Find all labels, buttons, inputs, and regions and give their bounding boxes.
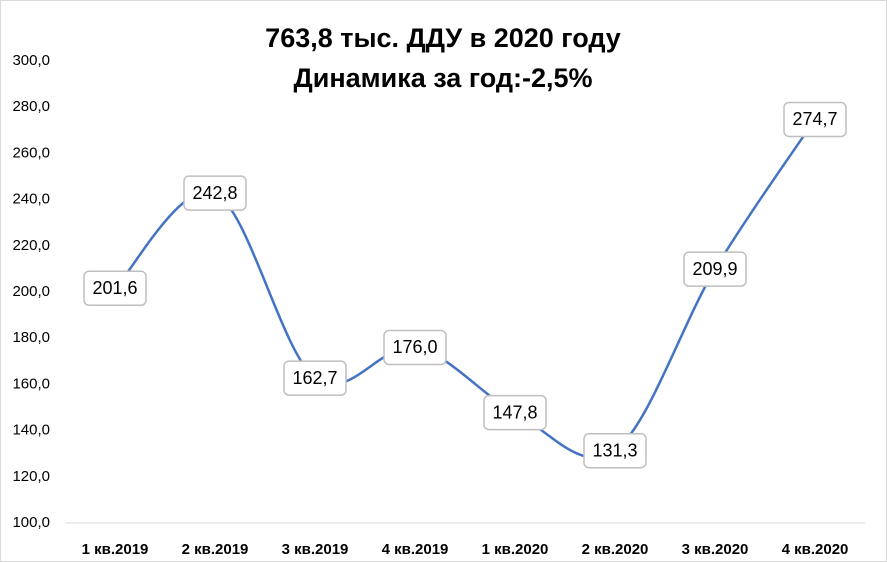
x-tick-label: 3 кв.2019 — [282, 541, 349, 558]
y-tick-label: 180,0 — [12, 329, 50, 346]
value-label-box — [683, 251, 747, 287]
y-tick-label: 160,0 — [12, 375, 50, 392]
x-tick-label: 1 кв.2020 — [482, 541, 549, 558]
y-tick-label: 280,0 — [12, 98, 50, 115]
y-tick-label: 120,0 — [12, 468, 50, 485]
value-label: 209,9 — [692, 259, 737, 279]
value-label: 274,7 — [792, 109, 837, 129]
x-tick-label: 3 кв.2020 — [682, 541, 749, 558]
y-tick-label: 100,0 — [12, 514, 50, 531]
y-tick-label: 300,0 — [12, 52, 50, 69]
x-tick-label: 4 кв.2019 — [382, 541, 449, 558]
y-tick-label: 240,0 — [12, 191, 50, 208]
value-label-box — [783, 101, 847, 138]
value-label-box — [583, 432, 647, 469]
x-tick-label: 4 кв.2020 — [782, 541, 849, 558]
x-tick-label: 1 кв.2019 — [82, 541, 149, 558]
x-tick-label: 2 кв.2020 — [582, 541, 649, 558]
chart-subtitle: Динамика за год:-2,5% — [293, 63, 592, 93]
y-tick-label: 200,0 — [12, 283, 50, 300]
value-label: 201,6 — [92, 278, 137, 298]
value-label-box — [383, 329, 447, 366]
chart-title: 763,8 тыс. ДДУ в 2020 году — [265, 23, 621, 53]
value-label: 176,0 — [392, 337, 437, 357]
value-label: 147,8 — [492, 402, 537, 422]
x-tick-label: 2 кв.2019 — [182, 541, 249, 558]
value-label-box — [483, 394, 547, 431]
y-tick-label: 220,0 — [12, 237, 50, 254]
value-label: 162,7 — [292, 368, 337, 388]
value-label-box — [83, 270, 147, 307]
value-label: 131,3 — [592, 440, 637, 460]
value-label: 242,8 — [192, 183, 237, 203]
value-label-box — [283, 360, 347, 396]
value-label-box — [183, 175, 247, 211]
y-tick-label: 260,0 — [12, 144, 50, 161]
y-tick-label: 140,0 — [12, 422, 50, 439]
